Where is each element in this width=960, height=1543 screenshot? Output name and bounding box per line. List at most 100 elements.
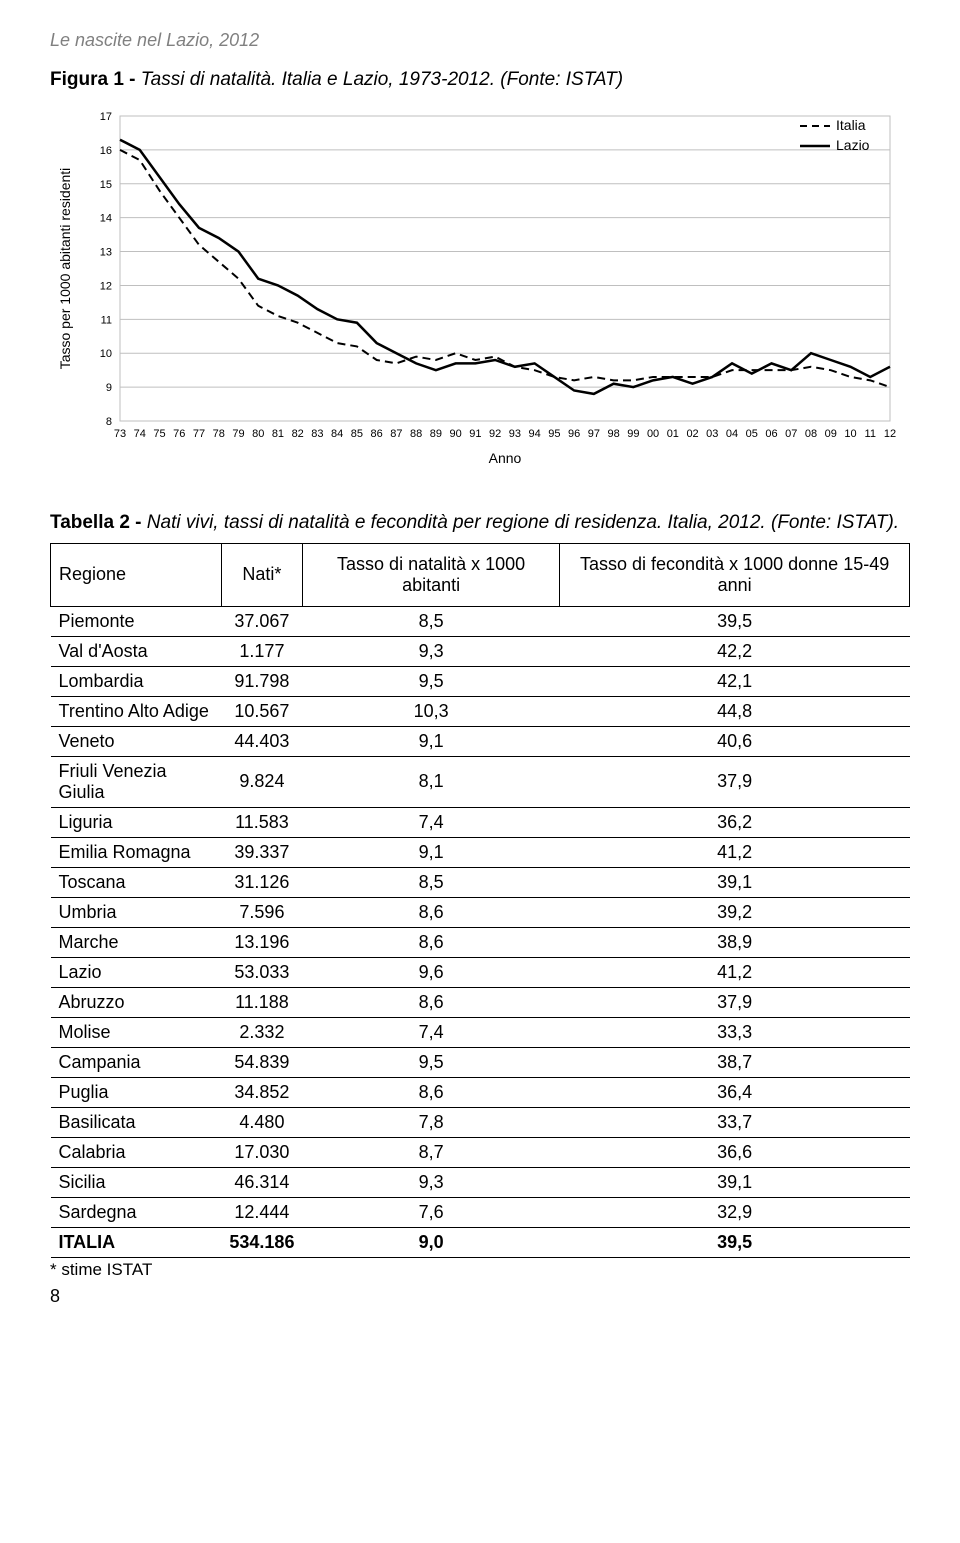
table-row: Emilia Romagna39.3379,141,2	[51, 837, 910, 867]
table-row: Campania54.8399,538,7	[51, 1047, 910, 1077]
table-footnote: * stime ISTAT	[50, 1260, 910, 1280]
table-cell: Marche	[51, 927, 222, 957]
figure-label-text: Tassi di natalità. Italia e Lazio, 1973-…	[141, 69, 623, 90]
table-row: Piemonte37.0678,539,5	[51, 606, 910, 636]
table-cell: Molise	[51, 1017, 222, 1047]
table-cell: 33,3	[560, 1017, 910, 1047]
svg-text:93: 93	[509, 428, 521, 440]
table-cell: 9,0	[302, 1227, 559, 1257]
svg-text:09: 09	[825, 428, 837, 440]
table-cell: Sardegna	[51, 1197, 222, 1227]
table-label-text: Nati vivi, tassi di natalità e fecondità…	[147, 512, 899, 533]
table-cell: 44.403	[221, 726, 302, 756]
table-row: Molise2.3327,433,3	[51, 1017, 910, 1047]
table-cell: 10.567	[221, 696, 302, 726]
svg-text:03: 03	[706, 428, 718, 440]
table-cell: 42,2	[560, 636, 910, 666]
svg-text:95: 95	[548, 428, 560, 440]
table-cell: 9,1	[302, 726, 559, 756]
table-row: Calabria17.0308,736,6	[51, 1137, 910, 1167]
svg-text:81: 81	[272, 428, 284, 440]
svg-text:Tasso per 1000 abitanti reside: Tasso per 1000 abitanti residenti	[57, 168, 73, 370]
svg-text:06: 06	[765, 428, 777, 440]
table-cell: Umbria	[51, 897, 222, 927]
svg-text:74: 74	[134, 428, 146, 440]
table-label-prefix: Tabella 2 -	[50, 512, 147, 533]
col-fecondita: Tasso di fecondità x 1000 donne 15-49 an…	[560, 543, 910, 606]
figure-label-prefix: Figura 1 -	[50, 69, 141, 90]
table-cell: 7,6	[302, 1197, 559, 1227]
table-cell: 39,1	[560, 1167, 910, 1197]
svg-text:10: 10	[844, 428, 856, 440]
table-cell: Veneto	[51, 726, 222, 756]
table-cell: 8,6	[302, 987, 559, 1017]
svg-text:Italia: Italia	[836, 117, 866, 133]
table-cell: Sicilia	[51, 1167, 222, 1197]
svg-text:17: 17	[100, 111, 112, 123]
table-cell: 11.188	[221, 987, 302, 1017]
table-row: Sardegna12.4447,632,9	[51, 1197, 910, 1227]
table-cell: 7,8	[302, 1107, 559, 1137]
table-cell: Campania	[51, 1047, 222, 1077]
svg-text:84: 84	[331, 428, 343, 440]
table-cell: Emilia Romagna	[51, 837, 222, 867]
svg-text:88: 88	[410, 428, 422, 440]
svg-text:14: 14	[100, 213, 112, 225]
table-cell: 39.337	[221, 837, 302, 867]
data-table: Regione Nati* Tasso di natalità x 1000 a…	[50, 543, 910, 1258]
table-cell: 39,5	[560, 606, 910, 636]
svg-text:78: 78	[213, 428, 225, 440]
table-row: Basilicata4.4807,833,7	[51, 1107, 910, 1137]
table-cell: 41,2	[560, 837, 910, 867]
table-cell: 39,5	[560, 1227, 910, 1257]
table-cell: 37,9	[560, 987, 910, 1017]
page-number: 8	[50, 1286, 910, 1307]
table-cell: 36,4	[560, 1077, 910, 1107]
svg-text:13: 13	[100, 247, 112, 259]
table-cell: Friuli Venezia Giulia	[51, 756, 222, 807]
table-row: Umbria7.5968,639,2	[51, 897, 910, 927]
svg-text:77: 77	[193, 428, 205, 440]
svg-text:83: 83	[311, 428, 323, 440]
table-row-total: ITALIA534.1869,039,5	[51, 1227, 910, 1257]
table-body: Piemonte37.0678,539,5Val d'Aosta1.1779,3…	[51, 606, 910, 1257]
svg-text:73: 73	[114, 428, 126, 440]
table-cell: 8,6	[302, 927, 559, 957]
svg-text:75: 75	[153, 428, 165, 440]
table-header-row: Regione Nati* Tasso di natalità x 1000 a…	[51, 543, 910, 606]
svg-text:97: 97	[588, 428, 600, 440]
table-title: Tabella 2 - Nati vivi, tassi di natalità…	[50, 510, 910, 537]
table-cell: 36,6	[560, 1137, 910, 1167]
table-row: Veneto44.4039,140,6	[51, 726, 910, 756]
table-cell: 37,9	[560, 756, 910, 807]
svg-text:15: 15	[100, 179, 112, 191]
table-row: Trentino Alto Adige10.56710,344,8	[51, 696, 910, 726]
table-cell: 7.596	[221, 897, 302, 927]
table-cell: 9.824	[221, 756, 302, 807]
table-row: Liguria11.5837,436,2	[51, 807, 910, 837]
table-cell: 8,7	[302, 1137, 559, 1167]
table-cell: 9,5	[302, 666, 559, 696]
svg-text:79: 79	[232, 428, 244, 440]
table-cell: Liguria	[51, 807, 222, 837]
col-regione: Regione	[51, 543, 222, 606]
svg-text:02: 02	[686, 428, 698, 440]
table-cell: 9,3	[302, 1167, 559, 1197]
table-cell: 8,6	[302, 897, 559, 927]
table-cell: 10,3	[302, 696, 559, 726]
col-nati: Nati*	[221, 543, 302, 606]
svg-text:11: 11	[101, 314, 112, 326]
table-cell: 32,9	[560, 1197, 910, 1227]
table-cell: 46.314	[221, 1167, 302, 1197]
table-cell: ITALIA	[51, 1227, 222, 1257]
svg-text:01: 01	[667, 428, 679, 440]
figure-title: Figura 1 - Tassi di natalità. Italia e L…	[50, 69, 910, 91]
table-cell: Lazio	[51, 957, 222, 987]
table-cell: 9,6	[302, 957, 559, 987]
table-cell: 54.839	[221, 1047, 302, 1077]
svg-text:12: 12	[884, 428, 896, 440]
svg-text:08: 08	[805, 428, 817, 440]
table-cell: 34.852	[221, 1077, 302, 1107]
table-cell: 12.444	[221, 1197, 302, 1227]
svg-text:80: 80	[252, 428, 264, 440]
